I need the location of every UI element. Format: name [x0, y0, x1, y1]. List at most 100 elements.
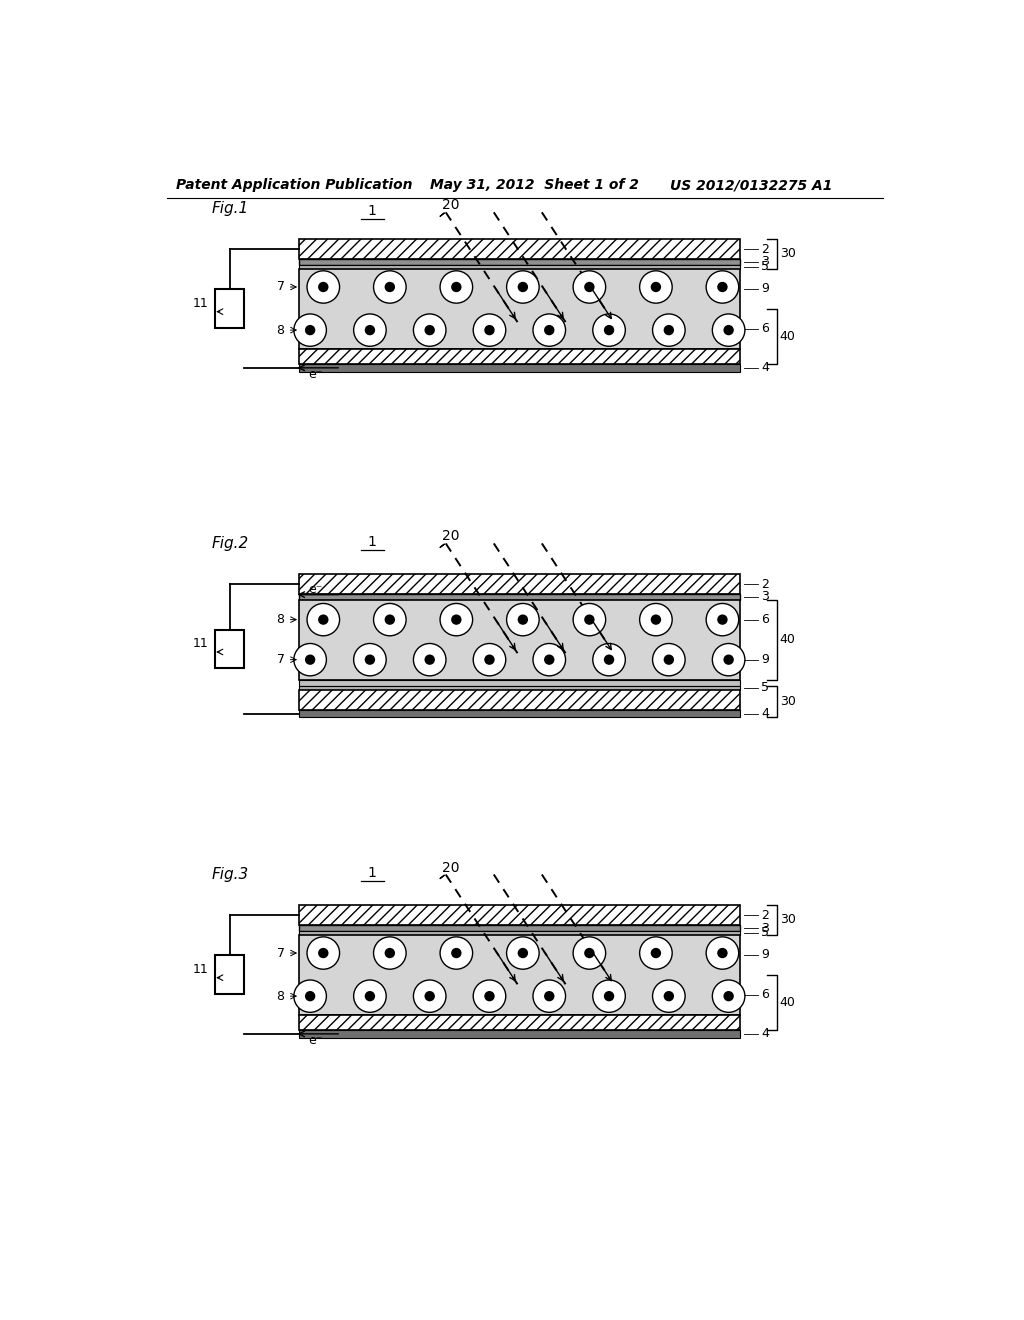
Circle shape	[318, 614, 329, 624]
Text: Patent Application Publication: Patent Application Publication	[176, 178, 413, 193]
Text: 11: 11	[193, 638, 209, 649]
Circle shape	[584, 281, 595, 292]
Circle shape	[365, 325, 375, 335]
Circle shape	[307, 271, 340, 304]
Circle shape	[640, 937, 672, 969]
Text: 30: 30	[779, 247, 796, 260]
Text: 3: 3	[761, 590, 769, 603]
Bar	[299, 686, 740, 689]
Circle shape	[593, 644, 626, 676]
Bar	[299, 599, 740, 680]
Circle shape	[584, 614, 595, 624]
Circle shape	[440, 271, 473, 304]
Circle shape	[353, 979, 386, 1012]
Text: 9: 9	[761, 282, 769, 296]
Bar	[299, 265, 740, 268]
Text: 2: 2	[761, 908, 769, 921]
Text: 1: 1	[368, 866, 377, 880]
Circle shape	[544, 991, 554, 1002]
Circle shape	[534, 979, 565, 1012]
Circle shape	[664, 991, 674, 1002]
Text: 7: 7	[276, 280, 285, 293]
Bar	[299, 710, 740, 718]
Circle shape	[425, 655, 435, 665]
Bar	[299, 259, 740, 264]
Circle shape	[713, 979, 744, 1012]
Circle shape	[593, 979, 626, 1012]
Circle shape	[452, 948, 462, 958]
Circle shape	[584, 948, 595, 958]
Circle shape	[573, 271, 605, 304]
Circle shape	[374, 937, 407, 969]
Circle shape	[652, 314, 685, 346]
Text: e⁻: e⁻	[308, 582, 323, 595]
Text: 5: 5	[761, 927, 769, 939]
Circle shape	[640, 603, 672, 636]
Circle shape	[723, 991, 734, 1002]
Circle shape	[473, 644, 506, 676]
Circle shape	[664, 325, 674, 335]
Bar	[299, 925, 740, 931]
Circle shape	[353, 314, 386, 346]
Text: Fig.3: Fig.3	[212, 867, 249, 882]
Circle shape	[484, 991, 495, 1002]
Text: 40: 40	[779, 330, 796, 343]
Circle shape	[318, 281, 329, 292]
Circle shape	[713, 644, 744, 676]
Circle shape	[507, 271, 540, 304]
Circle shape	[294, 314, 327, 346]
Bar	[299, 594, 740, 599]
Circle shape	[604, 655, 614, 665]
Text: 5: 5	[761, 681, 769, 694]
Text: 6: 6	[761, 322, 769, 335]
Text: 9: 9	[761, 948, 769, 961]
Circle shape	[652, 979, 685, 1012]
Text: 6: 6	[761, 989, 769, 1001]
Circle shape	[518, 614, 528, 624]
Text: 20: 20	[442, 198, 460, 213]
Circle shape	[717, 948, 728, 958]
Text: 7: 7	[276, 946, 285, 960]
Text: 3: 3	[761, 921, 769, 935]
Circle shape	[294, 644, 327, 676]
Text: 5: 5	[761, 260, 769, 273]
Circle shape	[305, 325, 315, 335]
Text: 2: 2	[761, 243, 769, 256]
Bar	[299, 348, 740, 364]
Circle shape	[604, 325, 614, 335]
Circle shape	[534, 644, 565, 676]
Circle shape	[723, 655, 734, 665]
Circle shape	[713, 314, 744, 346]
Circle shape	[573, 603, 605, 636]
Text: Fig.2: Fig.2	[212, 536, 249, 550]
Circle shape	[414, 979, 446, 1012]
Text: 1: 1	[368, 203, 377, 218]
Circle shape	[593, 314, 626, 346]
Bar	[299, 1015, 740, 1030]
Circle shape	[294, 979, 327, 1012]
Circle shape	[425, 325, 435, 335]
Circle shape	[484, 325, 495, 335]
Circle shape	[414, 644, 446, 676]
Text: 3: 3	[761, 256, 769, 268]
Text: 40: 40	[779, 634, 796, 647]
Circle shape	[440, 603, 473, 636]
Circle shape	[544, 655, 554, 665]
Circle shape	[353, 644, 386, 676]
Circle shape	[652, 644, 685, 676]
Circle shape	[473, 979, 506, 1012]
Circle shape	[507, 603, 540, 636]
Circle shape	[507, 937, 540, 969]
Circle shape	[650, 948, 662, 958]
Text: 30: 30	[779, 913, 796, 927]
Text: 4: 4	[761, 1027, 769, 1040]
Text: 8: 8	[276, 990, 285, 1003]
Bar	[215, 956, 245, 994]
Bar	[299, 689, 740, 710]
Bar	[299, 935, 740, 1015]
Circle shape	[305, 991, 315, 1002]
Circle shape	[385, 948, 395, 958]
Bar	[299, 931, 740, 935]
Circle shape	[385, 614, 395, 624]
Circle shape	[707, 271, 738, 304]
